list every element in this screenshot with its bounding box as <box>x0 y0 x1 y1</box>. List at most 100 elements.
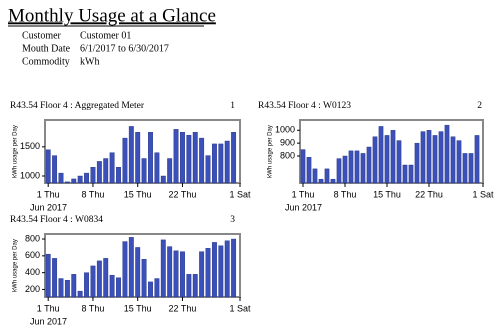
bar <box>154 278 160 298</box>
x-tick-label: 8 Thu <box>334 189 357 199</box>
bar <box>103 158 109 184</box>
bar <box>64 181 70 184</box>
chart-title: R43.54 Floor 4 : Aggregated Meter <box>10 101 145 111</box>
y-tick-label: 400 <box>25 267 40 277</box>
bar <box>366 146 372 184</box>
chart-title: R43.54 Floor 4 : W0123 <box>258 101 351 111</box>
bar <box>103 258 109 298</box>
bar <box>173 129 179 184</box>
x-tick-label: 15 Thu <box>124 303 152 313</box>
bar <box>312 168 318 184</box>
x-tick-label: 1 Sat <box>472 189 494 199</box>
bar <box>167 246 173 298</box>
x-tick-label: 15 Thu <box>373 189 401 199</box>
bar <box>474 135 480 184</box>
bar <box>402 164 408 184</box>
bar <box>336 158 342 184</box>
bar <box>218 143 224 184</box>
bar <box>122 241 128 298</box>
y-tick-label: 1500 <box>20 141 40 151</box>
y-tick-label: 1000 <box>275 125 295 135</box>
panel-number: 2 <box>477 101 482 111</box>
bar <box>148 132 153 184</box>
field-value: kWh <box>80 56 99 67</box>
y-axis-label: kWh usage per Day <box>13 239 19 292</box>
bar <box>318 178 324 184</box>
bar <box>122 137 128 184</box>
bar <box>396 140 402 184</box>
y-tick-label: 800 <box>25 233 40 243</box>
bar <box>306 157 312 184</box>
page-title: Monthly Usage at a Glance <box>8 5 216 26</box>
bar <box>160 175 166 184</box>
bar <box>84 172 89 184</box>
field-value: 6/1/2017 to 6/30/2017 <box>80 43 169 54</box>
bar <box>218 245 224 298</box>
y-tick-label: 600 <box>25 250 40 260</box>
bar <box>77 175 83 184</box>
bar <box>360 153 366 184</box>
bar <box>141 158 147 184</box>
bar <box>342 155 348 184</box>
y-tick-label: 1000 <box>20 170 40 180</box>
bar <box>52 155 58 184</box>
bar <box>414 142 420 184</box>
bar <box>128 237 134 298</box>
bar <box>90 265 96 298</box>
bar <box>300 149 306 184</box>
bar <box>90 167 96 184</box>
bar <box>116 277 121 298</box>
y-axis-label: kWh usage per Day <box>268 125 274 178</box>
bar <box>231 132 237 184</box>
bar <box>173 250 179 298</box>
panel-number: 1 <box>230 101 235 111</box>
bar <box>354 150 360 184</box>
bar <box>420 131 426 184</box>
bar <box>71 178 77 184</box>
x-tick-label: 22 Thu <box>415 189 443 199</box>
bar <box>324 168 330 184</box>
bar <box>154 152 160 184</box>
bar <box>462 153 468 184</box>
bar <box>109 152 115 184</box>
x-sublabel: Jun 2017 <box>285 202 322 212</box>
bar <box>390 130 396 184</box>
panel-number: 3 <box>230 215 235 225</box>
x-sublabel: Jun 2017 <box>30 202 67 212</box>
y-tick-label: 800 <box>280 150 295 160</box>
x-tick-label: 22 Thu <box>169 189 197 199</box>
bar <box>224 240 230 298</box>
x-tick-label: 22 Thu <box>169 303 197 313</box>
bar <box>186 274 192 298</box>
bar <box>432 135 438 184</box>
bar <box>378 126 384 184</box>
x-tick-label: 8 Thu <box>82 303 105 313</box>
bar <box>456 140 462 184</box>
bar <box>186 134 192 184</box>
bar <box>211 143 217 184</box>
bar <box>426 130 432 184</box>
x-tick-label: 1 Sat <box>229 303 251 313</box>
bar <box>180 132 185 184</box>
x-tick-label: 1 Thu <box>37 189 60 199</box>
x-tick-label: 8 Thu <box>82 189 105 199</box>
y-axis-label: kWh usage per Day <box>13 125 19 178</box>
bar <box>192 274 198 298</box>
bar <box>450 136 456 184</box>
bar <box>205 248 211 298</box>
bar <box>444 124 450 184</box>
bar <box>84 272 89 298</box>
field-value: Customer 01 <box>80 30 131 41</box>
bar <box>64 280 70 298</box>
bar <box>135 132 141 184</box>
bar <box>109 274 115 298</box>
x-tick-label: 1 Thu <box>292 189 315 199</box>
bar <box>372 136 378 184</box>
bar <box>211 242 217 298</box>
bar <box>96 161 102 184</box>
field-label: Mouth Date <box>22 43 71 54</box>
bar <box>438 131 444 184</box>
bar <box>116 167 121 184</box>
bar <box>128 126 134 184</box>
